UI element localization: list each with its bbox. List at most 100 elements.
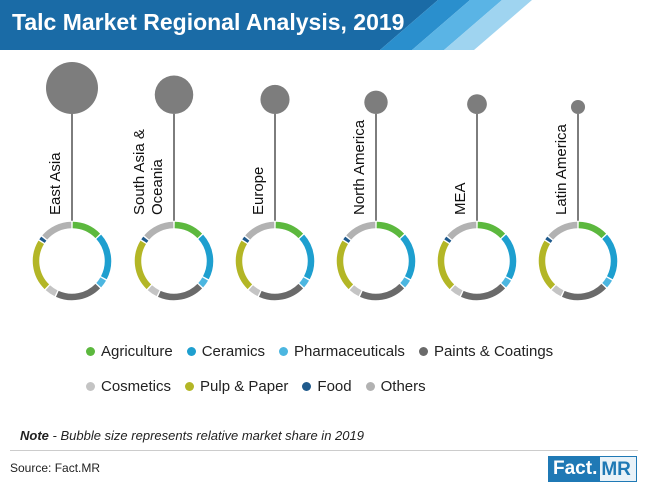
legend-label: Agriculture (101, 343, 173, 360)
legend-item: Food (302, 378, 352, 395)
region-label: South Asia & (131, 129, 148, 215)
donut-segment (336, 240, 354, 290)
donut-segment (460, 283, 506, 301)
legend-swatch (279, 347, 289, 356)
footer-divider (10, 450, 638, 451)
donut-segment (447, 221, 477, 240)
legend-item: Others (365, 378, 426, 395)
region-label: Europe (250, 167, 267, 215)
market-share-bubble (467, 94, 487, 114)
legend-item: Pulp & Paper (185, 378, 288, 395)
donut-segment (561, 283, 607, 301)
region-label: East Asia (47, 152, 64, 215)
donut-segment (450, 285, 463, 297)
donut-segment (42, 221, 72, 240)
legend-row: Agriculture Ceramics Pharmaceuticals Paints… (86, 343, 567, 360)
chart-note: Note - Bubble size represents relative m… (20, 428, 364, 443)
legend-item: Pharmaceuticals (279, 343, 405, 360)
legend-label: Food (317, 378, 352, 395)
donut-segment (141, 236, 149, 243)
donut-segment (275, 221, 304, 239)
donut-segment (96, 277, 107, 288)
donut-segment (198, 277, 209, 288)
region-group: North America (336, 90, 416, 301)
source-text: Source: Fact.MR (10, 461, 101, 475)
donut-segment (242, 236, 250, 243)
donut-segment (400, 234, 416, 280)
donut-segment (32, 240, 50, 290)
donut-segment (400, 277, 411, 288)
legend-item: Paints & Coatings (418, 343, 554, 360)
legend-label: Ceramics (201, 343, 266, 360)
legend-swatch (302, 382, 312, 391)
market-share-bubble (570, 99, 586, 114)
legend-label: Others (380, 378, 426, 395)
legend-swatch (86, 382, 95, 391)
donut-segment (444, 236, 452, 243)
legend-swatch (86, 347, 95, 356)
market-share-bubble (364, 90, 388, 114)
legend-swatch (365, 382, 375, 391)
donut-segment (245, 221, 275, 240)
market-share-bubble (260, 84, 290, 114)
region-group: MEA (437, 94, 517, 301)
donut-segment (349, 285, 362, 297)
legend-row: Cosmetics Pulp & Paper Food Others (86, 378, 440, 395)
donut-segment (501, 234, 517, 280)
donut-segment (45, 285, 58, 297)
donut-segment (134, 240, 152, 290)
donut-segment (147, 285, 160, 297)
donut-segment (477, 221, 506, 239)
region-group: South Asia & Oceania (131, 75, 214, 301)
donut-segment (144, 221, 174, 240)
donut-segment (538, 240, 556, 290)
donut-segment (72, 221, 101, 239)
region-group: East Asia (32, 62, 112, 301)
factmr-logo: Fact. MR (548, 456, 637, 482)
chart-title: Talc Market Regional Analysis, 2019 (12, 9, 405, 35)
note-label: Note (20, 428, 49, 443)
legend-item: Cosmetics (86, 378, 171, 395)
region-group: Europe (235, 84, 315, 301)
market-share-bubble (154, 75, 194, 114)
donut-segment (157, 283, 203, 301)
donut-segment (55, 283, 101, 301)
donut-segment (501, 277, 512, 288)
donut-segment (578, 221, 607, 239)
donut-segment (548, 221, 578, 240)
legend-item: Ceramics (186, 343, 266, 360)
region-group: Latin America (538, 99, 618, 301)
title-banner (0, 0, 532, 50)
bubble-donut-chart: East Asia South Asia & Oceania Europe North … (32, 62, 618, 301)
region-label: MEA (452, 182, 469, 215)
donut-segment (235, 240, 253, 290)
donut-segment (299, 234, 315, 280)
region-label: North America (351, 119, 368, 215)
legend-swatch (418, 347, 428, 356)
legend-label: Pulp & Paper (200, 378, 289, 395)
logo-part-b: MR (600, 456, 637, 482)
market-share-bubble (46, 62, 98, 114)
donut-segment (174, 221, 203, 239)
donut-segment (39, 236, 47, 243)
legend-swatch (186, 347, 196, 356)
donut-segment (198, 234, 214, 280)
donut-segment (376, 221, 405, 239)
donut-segment (545, 236, 553, 243)
donut-segment (602, 277, 613, 288)
region-label: Latin America (553, 123, 570, 215)
region-label: Oceania (149, 158, 166, 215)
donut-segment (359, 283, 405, 301)
donut-segment (551, 285, 564, 297)
legend-item: Agriculture (86, 343, 173, 360)
donut-segment (437, 240, 455, 290)
logo-part-a: Fact. (548, 456, 601, 482)
donut-segment (602, 234, 618, 280)
legend-label: Pharmaceuticals (294, 343, 405, 360)
donut-segment (96, 234, 112, 280)
donut-segment (248, 285, 261, 297)
legend-label: Paints & Coatings (433, 343, 554, 360)
note-text: - Bubble size represents relative market… (52, 428, 364, 443)
donut-segment (258, 283, 304, 301)
legend-label: Cosmetics (101, 378, 172, 395)
